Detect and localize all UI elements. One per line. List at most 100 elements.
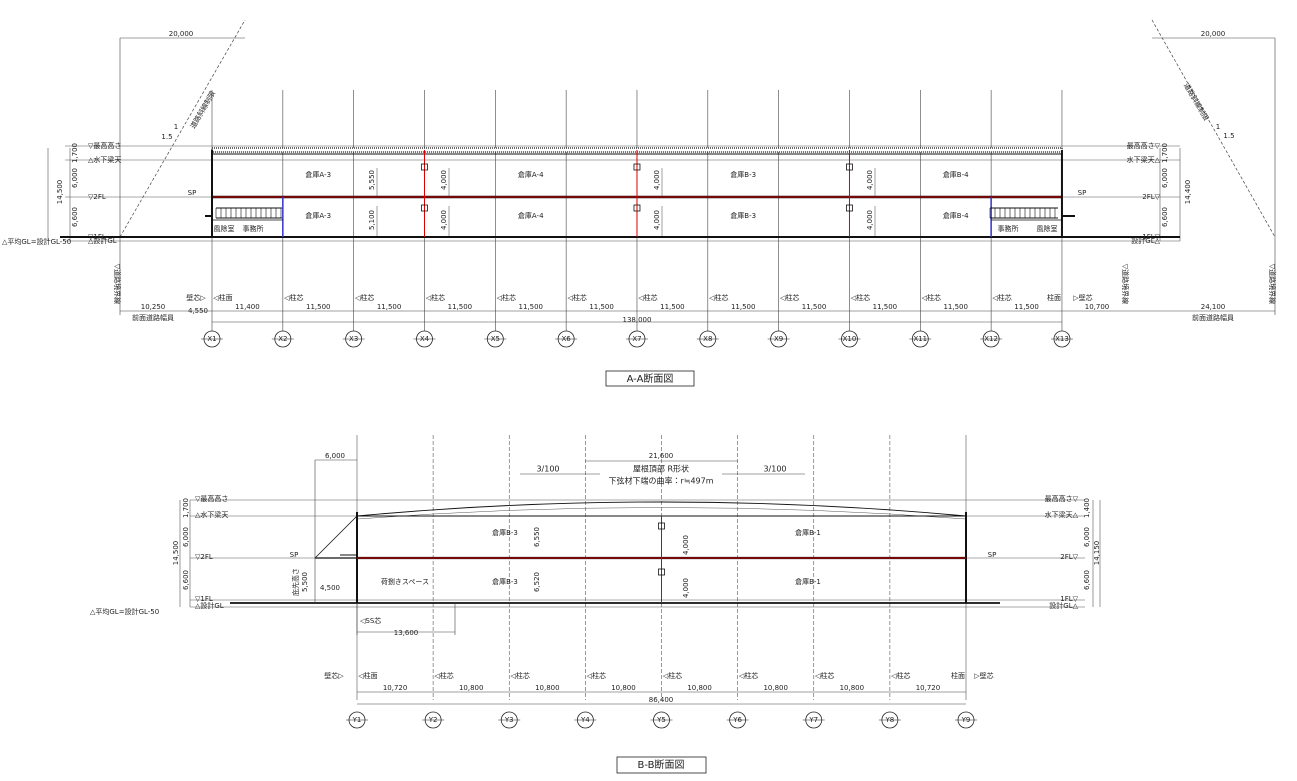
- road-boundary: ▽道路境界線: [113, 264, 122, 304]
- dim-text: 4,500: [320, 584, 340, 592]
- dim-text: 20,000: [1201, 30, 1226, 38]
- grid-label: Y2: [428, 716, 438, 724]
- column-cap: [421, 204, 428, 212]
- title-box: [605, 370, 695, 387]
- core-label: ◁柱芯: [709, 293, 728, 302]
- core-label: ◁柱芯: [355, 293, 374, 302]
- grid-label: X11: [913, 335, 927, 343]
- title-box: [616, 756, 707, 774]
- room: 倉庫A-3: [305, 170, 331, 179]
- core-label: ◁柱芯: [922, 293, 941, 302]
- dim-text: 4,000: [866, 170, 874, 190]
- dim-text: 1,700: [1161, 143, 1169, 163]
- core-label: 柱面: [1047, 293, 1061, 302]
- road-boundary: ▽道路境界線: [1268, 264, 1277, 304]
- level-label: ▽2FL: [195, 553, 213, 561]
- core-label: ◁柱芯: [434, 671, 453, 680]
- level-label: 2FL▽: [1060, 553, 1078, 561]
- slope: 1: [174, 123, 178, 131]
- dim-text: 4,000: [653, 170, 661, 190]
- level-label: 設計GL△: [1049, 601, 1078, 610]
- core-label: ▷壁芯: [1073, 293, 1092, 302]
- core-label: 壁芯▷: [186, 293, 206, 302]
- core-label: ◁柱芯: [497, 293, 516, 302]
- level-label: △平均GL=設計GL-50: [2, 237, 71, 246]
- grid-label: Y7: [808, 716, 818, 724]
- grid-label: Y5: [656, 716, 666, 724]
- column-cap: [633, 163, 641, 171]
- level-label: 1FL▽: [1060, 595, 1078, 603]
- office: 事務所: [243, 224, 264, 233]
- core-label: ◁柱面: [213, 293, 232, 302]
- grid-label: Y1: [352, 716, 362, 724]
- roof-chord: [356, 507, 967, 520]
- road-width: 前面道路幅員: [132, 313, 174, 322]
- dim-text: 86,400: [649, 696, 674, 704]
- roof: [356, 501, 967, 517]
- dim-text: 20,000: [169, 30, 194, 38]
- level-label: ▽1FL: [195, 595, 213, 603]
- slope: 1.5: [161, 133, 172, 141]
- level-label: ▽1FL: [88, 233, 106, 241]
- section-title: B-B断面図: [638, 759, 685, 771]
- dim-text: 11,400: [235, 303, 260, 311]
- grid-label: X5: [491, 335, 500, 343]
- grid-label: X10: [843, 335, 857, 343]
- sp: SP: [290, 551, 299, 559]
- dim-text: 10,800: [459, 684, 484, 692]
- dim-text: 1,700: [182, 498, 190, 518]
- dim-text: 11,500: [377, 303, 402, 311]
- dim-text: 11,500: [943, 303, 968, 311]
- road-limit: 道路斜線制限: [188, 89, 217, 130]
- level-label: 設計GL△: [1131, 236, 1160, 245]
- room: 倉庫B-4: [943, 211, 969, 220]
- dim-text: 10,800: [840, 684, 865, 692]
- level-label: 最高高さ▽: [1127, 141, 1161, 150]
- dim-text: 11,500: [589, 303, 614, 311]
- level-label: 水下梁天△: [1127, 155, 1161, 164]
- level-label: △平均GL=設計GL-50: [90, 607, 159, 616]
- room: 倉庫B-4: [943, 170, 969, 179]
- grid-label: Y4: [580, 716, 590, 724]
- dim-text: 6,000: [71, 168, 79, 188]
- core-label: ◁柱芯: [992, 293, 1011, 302]
- level-label: △水下梁天: [195, 510, 228, 519]
- dim-text: 6,550: [533, 527, 541, 547]
- dim-text: 10,250: [141, 303, 166, 311]
- dim-text: 5,100: [368, 210, 376, 230]
- core-label: 壁芯▷: [324, 671, 344, 680]
- room: 倉庫A-4: [518, 170, 544, 179]
- grid-label: X2: [278, 335, 287, 343]
- core-label: ◁柱芯: [284, 293, 303, 302]
- road-slope: [119, 19, 246, 238]
- sp: SP: [188, 189, 197, 197]
- dim-text: 6,600: [182, 570, 190, 590]
- slope: 3/100: [536, 465, 559, 474]
- grid-label: Y8: [885, 716, 895, 724]
- dim-text: 14,400: [1184, 180, 1192, 205]
- level-label: △設計GL: [195, 601, 224, 610]
- level-label: ▽2FL: [88, 193, 106, 201]
- dim-text: 1,700: [71, 143, 79, 163]
- level-label: △水下梁天: [88, 155, 121, 164]
- roof-note: 下弦材下端の曲率：r≒497m: [608, 476, 713, 486]
- dim-text: 6,000: [1161, 168, 1169, 188]
- canopy-label: 庇先高さ: [291, 568, 300, 596]
- core-label: ◁柱芯: [780, 293, 799, 302]
- core-label: ◁柱芯: [891, 671, 910, 680]
- sp: SP: [1078, 189, 1087, 197]
- dim-text: 10,700: [1085, 303, 1110, 311]
- room: 倉庫B-3: [492, 528, 518, 537]
- room: 荷捌きスペース: [381, 577, 429, 586]
- room: 倉庫B-1: [795, 528, 821, 537]
- level-label: 最高高さ▽: [1045, 494, 1079, 503]
- slope: 3/100: [763, 465, 786, 474]
- core-label: ◁柱芯: [638, 293, 657, 302]
- dim-text: 11,500: [448, 303, 473, 311]
- dim-text: 14,500: [56, 180, 64, 205]
- room: 倉庫A-4: [518, 211, 544, 220]
- dim-text: 10,800: [611, 684, 636, 692]
- dim-text: 4,000: [682, 535, 690, 555]
- core-label: ◁柱面: [358, 671, 377, 680]
